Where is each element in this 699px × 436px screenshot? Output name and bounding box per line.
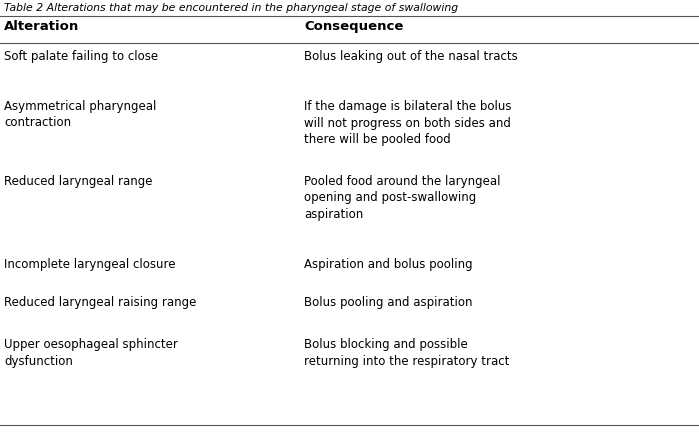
Text: Aspiration and bolus pooling: Aspiration and bolus pooling — [304, 258, 473, 271]
Text: Pooled food around the laryngeal
opening and post-swallowing
aspiration: Pooled food around the laryngeal opening… — [304, 175, 500, 221]
Text: Reduced laryngeal range: Reduced laryngeal range — [4, 175, 152, 188]
Text: Table 2 Alterations that may be encountered in the pharyngeal stage of swallowin: Table 2 Alterations that may be encounte… — [4, 3, 458, 13]
Text: Soft palate failing to close: Soft palate failing to close — [4, 50, 158, 63]
Text: Bolus leaking out of the nasal tracts: Bolus leaking out of the nasal tracts — [304, 50, 518, 63]
Text: Bolus pooling and aspiration: Bolus pooling and aspiration — [304, 296, 473, 309]
Text: Upper oesophageal sphincter
dysfunction: Upper oesophageal sphincter dysfunction — [4, 338, 178, 368]
Text: Bolus blocking and possible
returning into the respiratory tract: Bolus blocking and possible returning in… — [304, 338, 510, 368]
Text: If the damage is bilateral the bolus
will not progress on both sides and
there w: If the damage is bilateral the bolus wil… — [304, 100, 512, 146]
Text: Consequence: Consequence — [304, 20, 403, 33]
Text: Incomplete laryngeal closure: Incomplete laryngeal closure — [4, 258, 175, 271]
Text: Reduced laryngeal raising range: Reduced laryngeal raising range — [4, 296, 196, 309]
Text: Alteration: Alteration — [4, 20, 79, 33]
Text: Asymmetrical pharyngeal
contraction: Asymmetrical pharyngeal contraction — [4, 100, 157, 129]
